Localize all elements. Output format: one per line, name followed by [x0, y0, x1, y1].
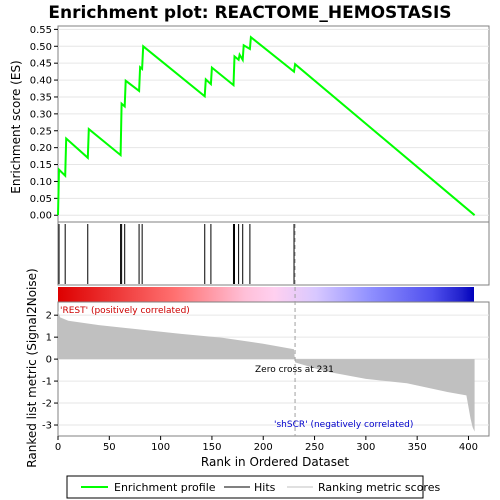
es-y-tick-label: 0.30 — [30, 109, 52, 120]
x-tick-label: 250 — [305, 442, 324, 453]
es-y-tick-label: 0.40 — [30, 76, 52, 87]
es-y-tick-label: 0.20 — [30, 143, 52, 154]
es-y-ticks: 0.00 0.05 0.10 0.15 0.20 0.25 0.30 0.35 0.40 0.45… — [30, 25, 58, 222]
es-gridlines — [58, 28, 489, 216]
metric-y-label: Ranked list metric (Signal2Noise) — [25, 268, 39, 467]
x-tick-label: 0 — [55, 442, 61, 453]
es-y-tick-label: 0.15 — [30, 160, 52, 171]
metric-y-tick-label: -1 — [42, 377, 52, 388]
chart-title: Enrichment plot: REACTOME_HEMOSTASIS — [48, 3, 451, 23]
x-ticks: 0 50 100 150 200 250 300 350 400 — [55, 436, 478, 453]
x-tick-label: 400 — [459, 442, 478, 453]
metric-y-tick-label: -2 — [42, 399, 52, 410]
es-y-tick-label: 0.05 — [30, 194, 52, 205]
x-tick-label: 100 — [151, 442, 170, 453]
es-y-tick-label: 0.10 — [30, 177, 52, 188]
hits-panel-frame — [57, 221, 490, 286]
es-y-tick-label: 0.55 — [30, 25, 52, 36]
es-y-tick-label: 0.00 — [30, 211, 52, 222]
es-panel-frame — [57, 25, 490, 223]
x-tick-label: 350 — [408, 442, 427, 453]
es-y-tick-label: 0.45 — [30, 59, 52, 70]
es-y-tick-label: 0.50 — [30, 42, 52, 53]
x-tick-label: 150 — [202, 442, 221, 453]
es-y-label: Enrichment score (ES) — [9, 60, 23, 193]
legend-metric-label: Ranking metric scores — [318, 481, 440, 494]
es-y-tick-label: 0.25 — [30, 126, 52, 137]
ranking-metric-area — [58, 310, 475, 432]
zero-cross-label: Zero cross at 231 — [255, 365, 334, 375]
enrichment-profile-line — [57, 35, 476, 216]
metric-y-tick-label: 0 — [46, 355, 52, 366]
legend-profile-label: Enrichment profile — [114, 481, 216, 494]
metric-y-ticks: 2 1 0 -1 -2 -3 — [42, 311, 58, 432]
ranking-heat-bar — [58, 287, 474, 302]
metric-y-tick-label: 1 — [46, 333, 52, 344]
x-axis-label: Rank in Ordered Dataset — [201, 455, 349, 469]
es-y-tick-label: 0.35 — [30, 92, 52, 103]
metric-y-tick-label: 2 — [46, 311, 52, 322]
x-tick-label: 300 — [356, 442, 375, 453]
x-tick-label: 200 — [254, 442, 273, 453]
x-tick-label: 50 — [103, 442, 116, 453]
hit-marks — [58, 224, 295, 284]
legend-hits-label: Hits — [254, 481, 276, 494]
positive-label: 'REST' (positively correlated) — [60, 306, 190, 316]
negative-label: 'shSCR' (negatively correlated) — [274, 420, 413, 430]
metric-y-tick-label: -3 — [42, 421, 52, 432]
